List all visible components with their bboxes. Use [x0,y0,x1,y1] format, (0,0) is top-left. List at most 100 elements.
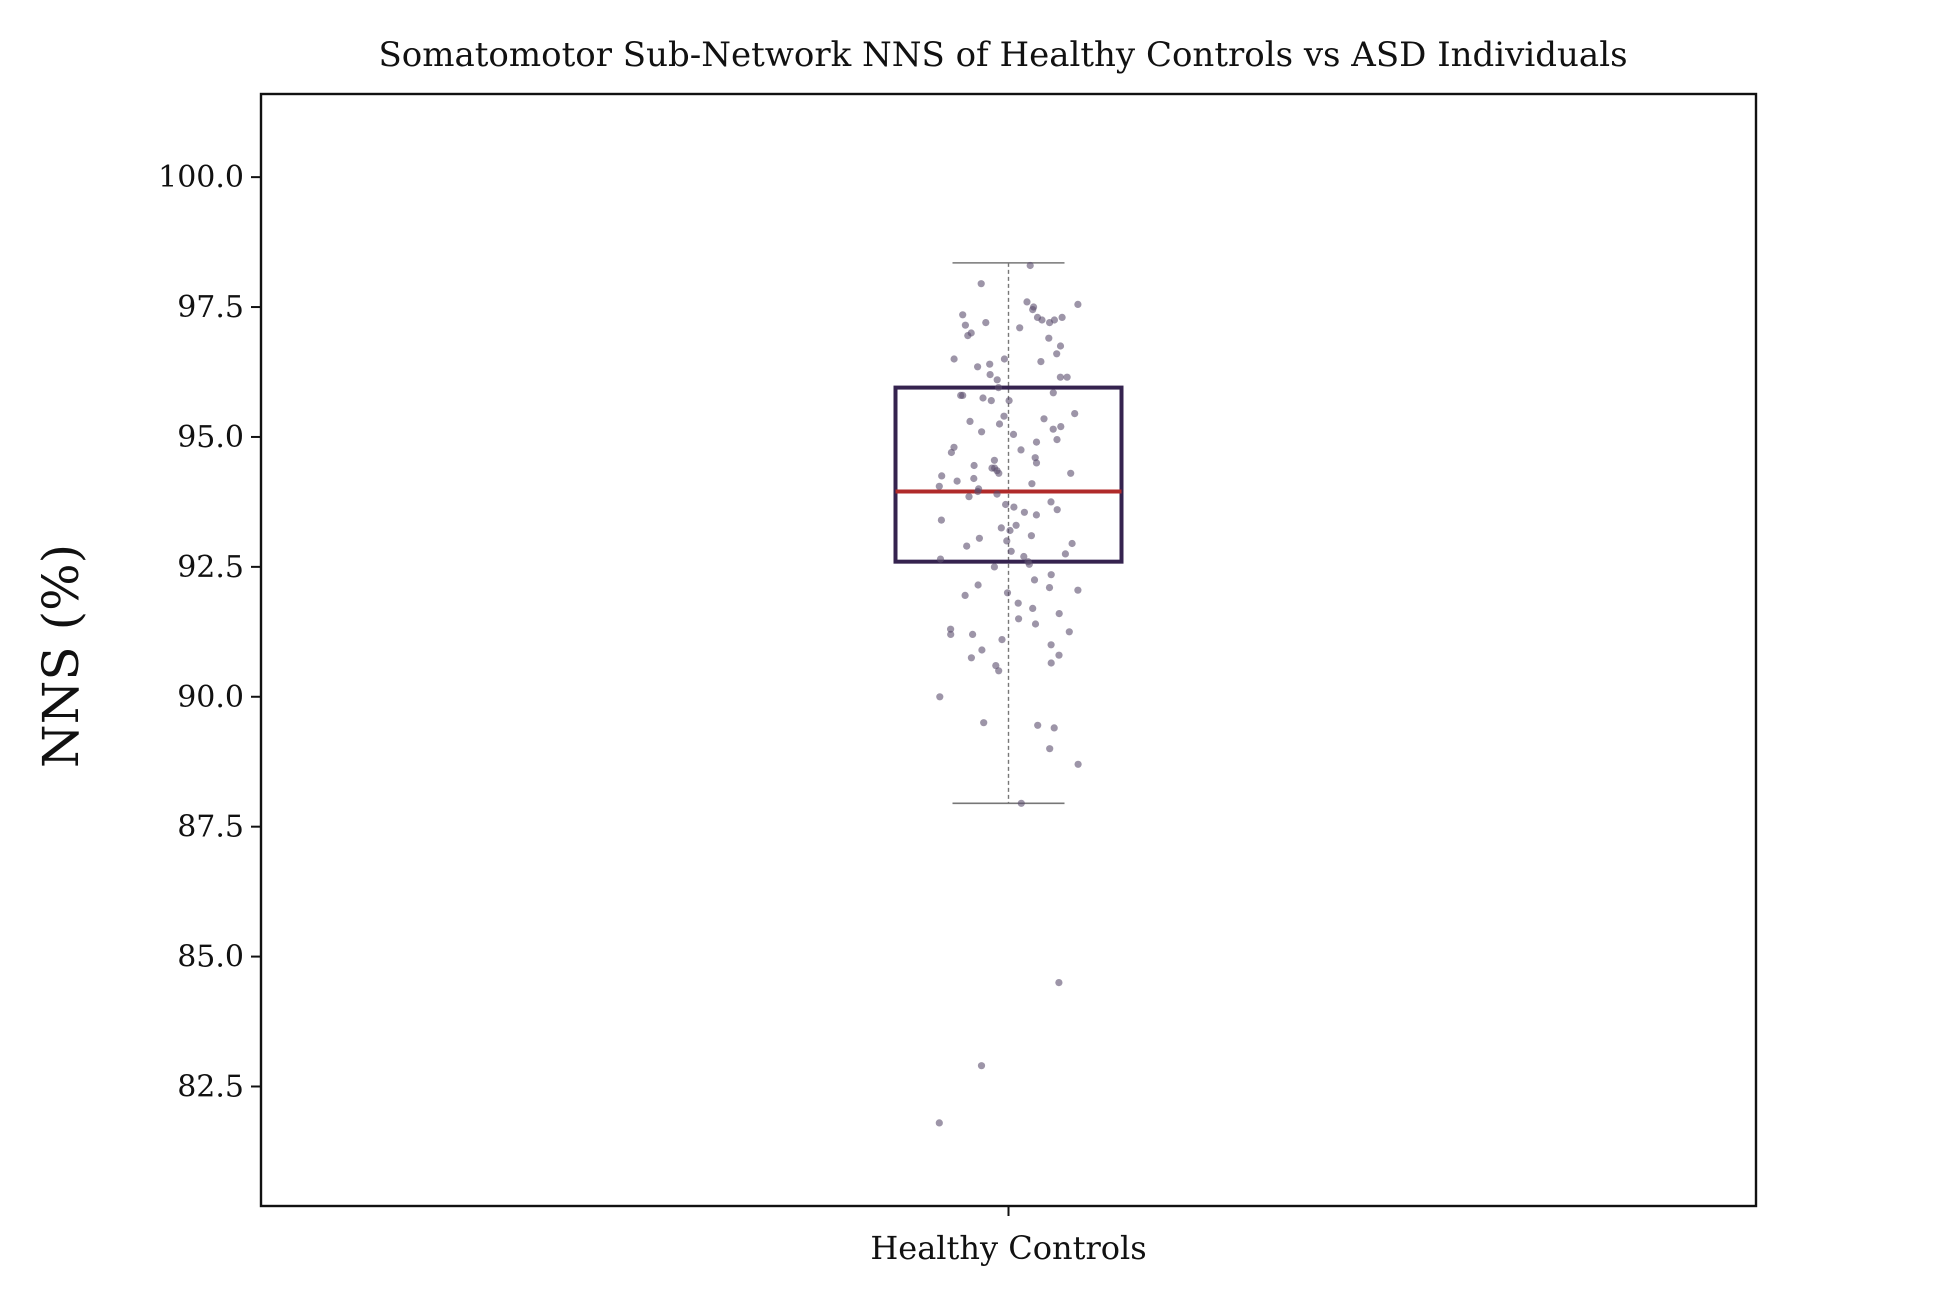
data-point [997,524,1005,532]
data-point [1009,430,1018,438]
y-tick-label: 97.5 [177,290,244,325]
data-point [1049,425,1057,433]
data-point [975,534,984,542]
data-point [1029,306,1037,314]
data-point [994,384,1003,392]
data-point [1029,604,1037,613]
data-point [935,1119,943,1127]
chart-title: Somatomotor Sub-Network NNS of Healthy C… [378,35,1627,75]
data-point [1026,261,1034,270]
data-point [936,555,945,563]
data-point [1037,358,1045,366]
data-point [966,417,974,425]
data-point [1045,584,1054,592]
y-axis-label: NNS (%) [32,544,90,768]
data-point [970,474,978,483]
data-point [974,487,982,496]
data-point [979,394,987,402]
data-point [1038,316,1046,324]
data-point [974,363,982,371]
data-point [977,1062,986,1070]
data-point [1047,498,1055,506]
data-point [1040,415,1048,423]
data-point [961,591,969,600]
y-tick-label: 82.5 [177,1069,244,1104]
data-point [1034,721,1042,729]
data-point [995,420,1004,428]
data-point [993,376,1001,384]
data-point [1058,313,1066,321]
data-point [1074,586,1082,594]
data-point [1046,745,1054,753]
data-point [993,490,1001,498]
y-tick-label: 87.5 [177,810,244,845]
data-point [995,469,1003,477]
data-point [1028,480,1036,488]
data-point [1002,500,1010,509]
data-point [970,461,978,470]
data-point [947,448,956,457]
data-point [1068,539,1076,548]
y-tick-label: 92.5 [177,550,244,585]
data-point [978,646,986,654]
data-point [947,630,955,639]
data-point [1020,508,1028,516]
data-point [986,360,994,368]
x-tick-label: Healthy Controls [870,1229,1146,1267]
data-point [1047,659,1055,667]
y-tick-label: 100.0 [158,160,244,195]
data-point [1003,537,1011,545]
data-point [1046,319,1054,327]
data-point [950,355,958,363]
data-point [1027,532,1035,540]
data-point [1032,438,1041,446]
data-point [1053,506,1061,514]
data-point [964,332,972,340]
data-point [1017,446,1025,454]
data-point [936,693,944,701]
data-point [1032,511,1040,519]
y-tick-label: 95.0 [177,420,244,455]
data-point [1049,389,1057,397]
data-point [1047,641,1055,649]
data-point [1032,459,1041,467]
data-point [1031,620,1040,628]
data-point [1063,373,1071,381]
data-point [1067,469,1075,477]
data-point [1010,503,1018,511]
data-point [1005,397,1013,405]
data-point [990,456,999,464]
data-point [969,630,977,639]
data-point [1056,373,1064,381]
data-point [1012,521,1020,529]
data-point [1000,412,1008,420]
data-point [1074,760,1082,768]
data-point [987,397,995,405]
data-point [947,625,955,633]
data-point [1025,560,1033,568]
data-point [1074,300,1082,308]
data-point [974,581,982,589]
data-point [998,636,1006,644]
data-point [937,516,946,524]
data-point [1015,615,1023,623]
data-point [995,667,1003,675]
data-point [1053,436,1061,444]
data-point [1055,979,1063,987]
data-point [1020,552,1028,561]
data-point [1053,350,1061,358]
data-point [1057,423,1065,431]
data-point [1047,571,1055,579]
data-point [1055,610,1063,618]
data-point [986,371,994,379]
data-point [1000,355,1009,363]
iqr-box [893,385,1124,564]
data-point [990,563,999,571]
data-point [938,472,946,480]
data-point [1007,547,1015,555]
data-point [1065,628,1073,636]
y-tick-label: 85.0 [177,940,244,975]
data-point [957,391,965,399]
data-point [965,493,973,501]
